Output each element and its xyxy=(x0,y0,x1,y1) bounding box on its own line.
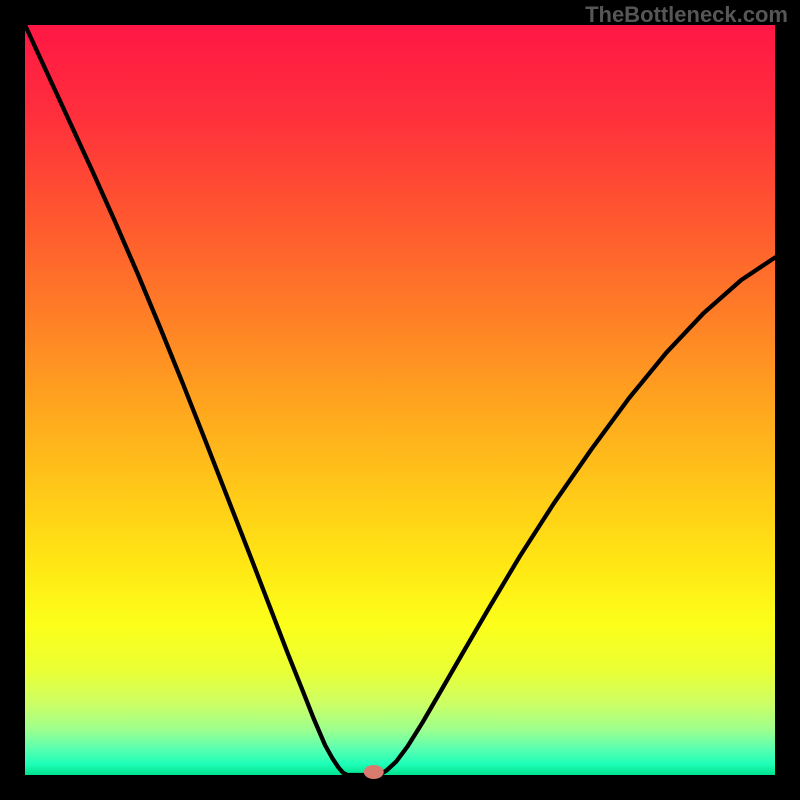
bottleneck-chart xyxy=(0,0,800,800)
plot-background xyxy=(25,25,775,775)
optimal-point-marker xyxy=(364,765,384,779)
watermark-text: TheBottleneck.com xyxy=(585,2,788,28)
chart-stage: TheBottleneck.com xyxy=(0,0,800,800)
